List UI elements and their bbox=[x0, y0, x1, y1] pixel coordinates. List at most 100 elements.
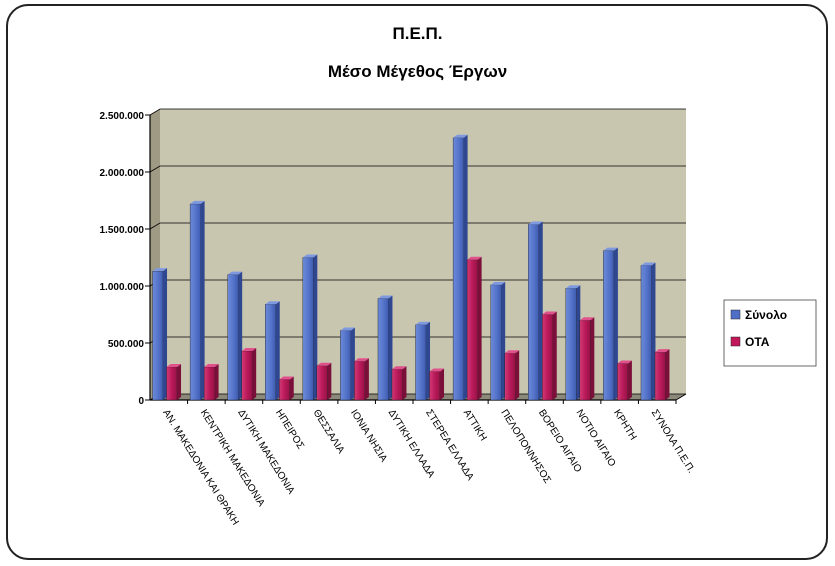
bar-side bbox=[538, 221, 543, 400]
x-tick-label: ΝΟΤΙΟ ΑΙΓΑΙΟ bbox=[574, 408, 618, 469]
bar-front bbox=[354, 361, 366, 401]
bar-ota bbox=[316, 362, 332, 401]
bar-front bbox=[340, 330, 352, 401]
bar-top bbox=[391, 366, 407, 370]
bar-total bbox=[152, 268, 168, 401]
bar-front bbox=[391, 369, 403, 401]
bar-front bbox=[565, 288, 577, 401]
bar-top bbox=[302, 254, 318, 258]
bar-total bbox=[415, 321, 431, 401]
bar-front bbox=[579, 320, 591, 401]
x-tick-label: ΚΡΗΤΗ bbox=[611, 408, 638, 443]
bar-total bbox=[452, 134, 468, 401]
x-tick-label: ΙΟΝΙΑ ΝΗΣΙΑ bbox=[348, 408, 389, 465]
x-tick-label: ΚΕΝΤΡΙΚΗ ΜΑΚΕΔΟΝΙΑ bbox=[198, 408, 267, 509]
bar-ota bbox=[166, 363, 182, 401]
bar-front bbox=[504, 353, 516, 401]
bar-front bbox=[429, 371, 441, 401]
bar-top bbox=[453, 134, 468, 138]
bar-ota bbox=[466, 256, 482, 401]
x-tick-label: ΣΥΝΟΛΑ Π.Ε.Π. bbox=[649, 408, 697, 475]
x-axis-end bbox=[675, 393, 687, 401]
bar-top bbox=[467, 256, 482, 260]
bar-top bbox=[377, 295, 393, 299]
y-tick-label: 2.000.000 bbox=[100, 168, 145, 179]
bar-ota bbox=[504, 350, 520, 401]
bar-top bbox=[204, 363, 219, 367]
bar-front bbox=[166, 366, 178, 401]
bar-ota bbox=[279, 376, 294, 401]
bar-side bbox=[576, 285, 581, 400]
bar-ota bbox=[617, 360, 632, 401]
bar-top bbox=[190, 200, 205, 204]
bar-side bbox=[214, 363, 219, 400]
bar-side bbox=[327, 362, 332, 400]
bar-top bbox=[504, 350, 520, 354]
bar-total bbox=[640, 262, 656, 401]
bars bbox=[152, 134, 670, 401]
bar-total bbox=[603, 247, 618, 401]
bar-front bbox=[640, 265, 652, 401]
bar-ota bbox=[654, 349, 670, 401]
gridline bbox=[149, 222, 686, 230]
bar-total bbox=[227, 271, 243, 401]
bar-ota bbox=[354, 358, 369, 401]
y-tick-label: 500.000 bbox=[108, 339, 145, 350]
bar-total bbox=[565, 285, 581, 401]
y-tick-label: 2.500.000 bbox=[100, 111, 145, 122]
bar-top bbox=[429, 368, 445, 372]
bar-side bbox=[177, 363, 182, 400]
bar-front bbox=[490, 284, 502, 401]
bar-side bbox=[350, 327, 355, 400]
bar-front bbox=[302, 257, 314, 401]
y-tick-label: 1.500.000 bbox=[100, 225, 145, 236]
bar-front bbox=[466, 259, 478, 401]
bar-ota bbox=[203, 363, 219, 401]
bar-ota bbox=[579, 317, 595, 401]
bar-front bbox=[203, 366, 215, 401]
bar-ota bbox=[391, 366, 407, 401]
legend-swatch bbox=[730, 309, 741, 320]
bar-top bbox=[316, 362, 332, 366]
bar-total bbox=[189, 200, 205, 401]
bar-top bbox=[603, 247, 618, 251]
bar-total bbox=[302, 254, 318, 401]
bar-side bbox=[627, 360, 632, 400]
bar-top bbox=[279, 376, 294, 380]
bar-side bbox=[651, 262, 656, 400]
bar-total bbox=[490, 281, 506, 401]
bar-side bbox=[238, 271, 243, 400]
bar-total bbox=[340, 327, 355, 401]
bar-top bbox=[617, 360, 632, 364]
x-tick-label: ΘΕΣΣΑΛΙΑ bbox=[311, 408, 347, 456]
bar-front bbox=[654, 351, 666, 401]
bar-ota bbox=[241, 347, 257, 401]
bar-side bbox=[463, 134, 468, 401]
bar-total bbox=[265, 301, 280, 401]
bar-total bbox=[377, 295, 393, 401]
chart-title: Π.Ε.Π. bbox=[392, 24, 443, 43]
bar-front bbox=[265, 304, 276, 401]
bar-front bbox=[316, 365, 328, 401]
bar-side bbox=[501, 281, 506, 400]
bar-front bbox=[415, 324, 427, 401]
bar-top bbox=[227, 271, 243, 275]
y-tick-label: 0 bbox=[138, 396, 144, 407]
bar-front bbox=[377, 298, 389, 401]
bar-top bbox=[579, 317, 595, 321]
bar-top bbox=[152, 268, 168, 272]
bar-top bbox=[340, 327, 355, 331]
bar-front bbox=[452, 137, 464, 401]
bar-top bbox=[640, 262, 656, 266]
gridline bbox=[149, 165, 686, 173]
bar-side bbox=[275, 301, 280, 400]
bar-top bbox=[241, 347, 257, 351]
bar-side bbox=[163, 268, 168, 400]
bar-side bbox=[402, 366, 407, 400]
bar-front bbox=[279, 379, 290, 401]
bar-front bbox=[603, 250, 615, 401]
y-tick-label: 1.000.000 bbox=[100, 282, 145, 293]
bar-top bbox=[415, 321, 431, 325]
